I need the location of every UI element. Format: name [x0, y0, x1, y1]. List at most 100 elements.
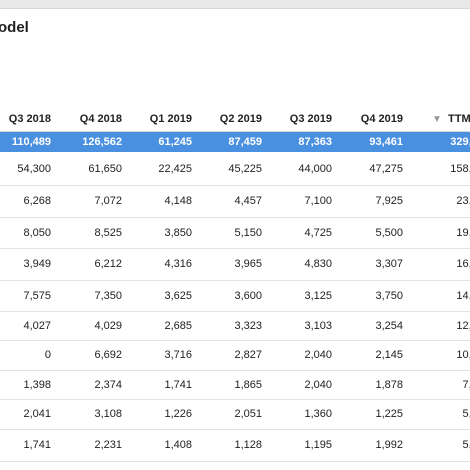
table-cell: 1,398: [23, 378, 51, 391]
table-cell: 3,949: [23, 258, 51, 270]
page-title: odel: [0, 19, 29, 36]
table-cell: 3,850: [164, 226, 192, 239]
table-cell: 93,461: [369, 136, 403, 148]
table-row[interactable]: 1,741 2,231 1,408 1,128 1,195 1,992 5,723: [0, 429, 470, 462]
column-header-ttm[interactable]: TTM: [448, 113, 470, 125]
table-cell: 14,100: [456, 289, 470, 302]
table-cell: 61,245: [158, 136, 192, 148]
table-cell: 6,212: [94, 258, 122, 270]
table-cell: 2,685: [164, 319, 192, 332]
table-cell: 23,630: [456, 195, 470, 207]
table-cell: 1,741: [164, 378, 192, 391]
table-cell: 54,300: [17, 162, 51, 175]
table-cell: 4,029: [94, 319, 122, 332]
table-cell: 4,148: [164, 195, 192, 207]
table-cell: 12,365: [456, 319, 470, 332]
table-cell: 126,562: [82, 136, 122, 148]
column-header-q1-2019[interactable]: Q1 2019: [149, 113, 192, 125]
table-cell: 3,716: [164, 349, 192, 361]
table-cell: 1,878: [375, 378, 403, 391]
column-header-q3-2018[interactable]: Q3 2018: [8, 113, 51, 125]
table-cell: 47,275: [369, 162, 403, 175]
table-row[interactable]: 6,268 7,072 4,148 4,457 7,100 7,925 23,630: [0, 185, 470, 218]
table-cell: 7,100: [304, 195, 332, 207]
table-row-selected[interactable]: 110,489 126,562 61,245 87,459 87,363 93,461 32…: [0, 132, 470, 152]
table-cell: 2,051: [234, 408, 262, 420]
column-header-q4-2019[interactable]: Q4 2019: [360, 113, 403, 125]
table-cell: 6,692: [94, 349, 122, 361]
sort-down-icon[interactable]: ▼: [432, 114, 442, 125]
table-cell: 7,524: [462, 378, 470, 391]
table-cell: 3,108: [94, 408, 122, 420]
table-cell: 61,650: [88, 162, 122, 175]
table-cell: 2,040: [304, 349, 332, 361]
table-cell: 1,195: [304, 439, 332, 451]
table-cell: 110,489: [11, 136, 51, 148]
column-header-q3-2019[interactable]: Q3 2019: [289, 113, 332, 125]
table-cell: 5,150: [234, 226, 262, 239]
table-cell: 5,723: [462, 439, 470, 451]
table-cell: 1,992: [375, 439, 403, 451]
table-row[interactable]: 4,027 4,029 2,685 3,323 3,103 3,254 12,365: [0, 311, 470, 341]
header-divider: [0, 131, 470, 132]
table-cell: 158,925: [450, 162, 470, 175]
table-cell: 2,041: [23, 408, 51, 420]
table-cell: 4,725: [304, 226, 332, 239]
table-cell: 5,862: [462, 408, 470, 420]
table-cell: 45,225: [228, 162, 262, 175]
table-row[interactable]: 3,949 6,212 4,316 3,965 4,830 3,307 16,418: [0, 248, 470, 281]
table-cell: 44,000: [298, 162, 332, 175]
table-row[interactable]: 1,398 2,374 1,741 1,865 2,040 1,878 7,524: [0, 370, 470, 400]
table-cell: 7,350: [94, 289, 122, 302]
table-cell: 1,741: [23, 439, 51, 451]
table-cell: 2,040: [304, 378, 332, 391]
table-cell: 3,625: [164, 289, 192, 302]
table-cell: 6,268: [23, 195, 51, 207]
table-row[interactable]: 2,041 3,108 1,226 2,051 1,360 1,225 5,862: [0, 399, 470, 430]
table-cell: 1,128: [234, 439, 262, 451]
table-cell: 7,072: [94, 195, 122, 207]
table-cell: 3,125: [304, 289, 332, 302]
table-cell: 2,231: [94, 439, 122, 451]
table-cell: 19,225: [456, 226, 470, 239]
table-row[interactable]: 8,050 8,525 3,850 5,150 4,725 5,500 19,225: [0, 217, 470, 249]
table-cell: 1,226: [164, 408, 192, 420]
column-header-q4-2018[interactable]: Q4 2018: [79, 113, 122, 125]
table-cell: 4,457: [234, 195, 262, 207]
table-cell: 3,600: [234, 289, 262, 302]
table-cell: 5,500: [375, 226, 403, 239]
table-cell: 22,425: [158, 162, 192, 175]
table-cell: 3,965: [234, 258, 262, 270]
table-cell: 3,750: [375, 289, 403, 302]
table-cell: 10,728: [456, 349, 470, 361]
table-cell: 7,575: [23, 289, 51, 302]
table-cell: 7,925: [375, 195, 403, 207]
table-cell: 329,528: [450, 136, 470, 148]
table-cell: 4,027: [23, 319, 51, 332]
table-cell: 3,323: [234, 319, 262, 332]
table-cell: 1,225: [375, 408, 403, 420]
table-cell: 2,145: [375, 349, 403, 361]
table-cell: 8,050: [23, 226, 51, 239]
table-cell: 8,525: [94, 226, 122, 239]
table-cell: 87,363: [298, 136, 332, 148]
table-cell: 3,307: [375, 258, 403, 270]
table-cell: 3,103: [304, 319, 332, 332]
table-cell: 1,865: [234, 378, 262, 391]
top-toolbar-strip: [0, 0, 470, 9]
table-cell: 1,408: [164, 439, 192, 451]
table-cell: 3,254: [375, 319, 403, 332]
table-row[interactable]: 0 6,692 3,716 2,827 2,040 2,145 10,728: [0, 340, 470, 371]
table-cell: 1,360: [304, 408, 332, 420]
table-cell: 0: [44, 349, 51, 361]
column-header-q2-2019[interactable]: Q2 2019: [219, 113, 262, 125]
table-cell: 87,459: [228, 136, 262, 148]
table-row[interactable]: 54,300 61,650 22,425 45,225 44,000 47,275 158,…: [0, 152, 470, 186]
table-cell: 16,418: [456, 258, 470, 270]
table-cell: 4,316: [164, 258, 192, 270]
table-cell: 4,830: [304, 258, 332, 270]
table-cell: 2,827: [234, 349, 262, 361]
table-cell: 2,374: [94, 378, 122, 391]
table-row[interactable]: 7,575 7,350 3,625 3,600 3,125 3,750 14,100: [0, 280, 470, 312]
